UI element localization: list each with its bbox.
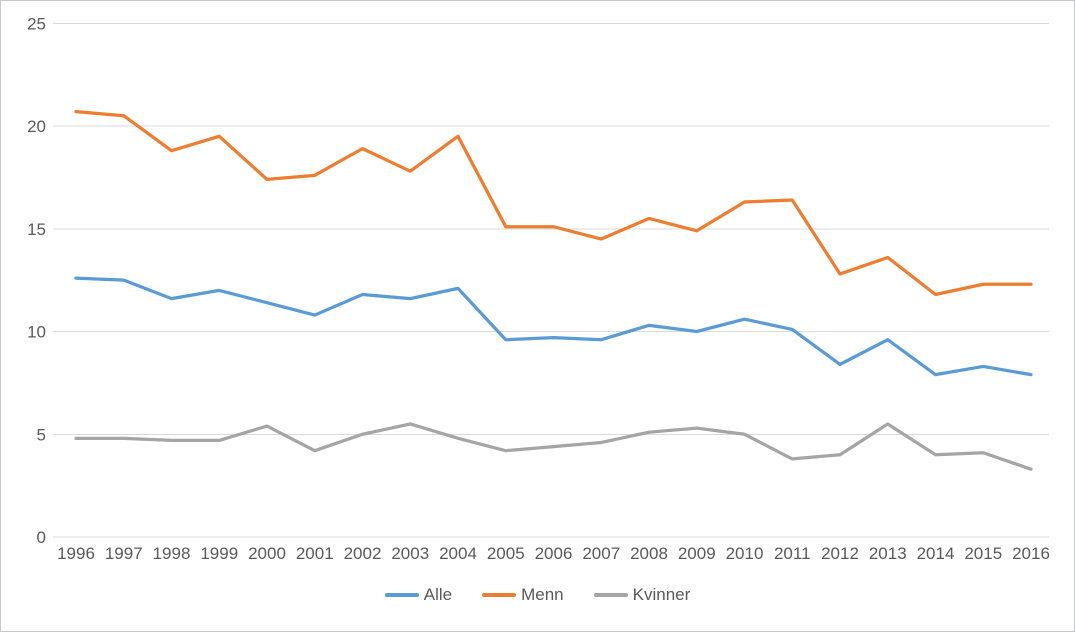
legend-item-alle: Alle (384, 585, 453, 604)
legend-item-menn: Menn (482, 586, 564, 603)
x-axis-label-2008: 2008 (630, 544, 668, 563)
x-axis-label-2007: 2007 (582, 544, 620, 563)
y-axis-tick-5: 5 (37, 425, 46, 444)
x-axis-label-2003: 2003 (391, 544, 429, 563)
y-axis-tick-20: 20 (27, 117, 46, 136)
x-axis-label-2012: 2012 (821, 544, 859, 563)
x-axis-label-1998: 1998 (153, 544, 191, 563)
x-axis-label-2010: 2010 (726, 544, 764, 563)
x-axis-label-2013: 2013 (869, 544, 907, 563)
x-axis-label-1996: 1996 (57, 544, 95, 563)
x-axis-label-2005: 2005 (487, 544, 525, 563)
y-axis-tick-25: 25 (27, 14, 46, 33)
x-axis-label-2004: 2004 (439, 544, 477, 563)
x-axis-label-1997: 1997 (105, 544, 143, 563)
legend-label-alle: Alle (423, 585, 453, 604)
y-axis-tick-0: 0 (37, 528, 46, 547)
chart-legend: Alle Menn Kvinner (1, 586, 1074, 603)
x-axis-label-2000: 2000 (248, 544, 286, 563)
legend-line-swatch-menn (482, 592, 517, 597)
legend-label-kvinner: Kvinner (632, 585, 691, 604)
legend-line-swatch-kvinner (593, 592, 628, 597)
x-axis-label-2016: 2016 (1012, 544, 1050, 563)
legend-line-swatch-alle (384, 592, 419, 597)
x-axis-label-2011: 2011 (774, 544, 811, 563)
series-line-alle (74, 276, 1033, 377)
x-axis-label-1999: 1999 (200, 544, 238, 563)
legend-item-kvinner: Kvinner (593, 585, 691, 604)
x-axis-label-2006: 2006 (535, 544, 573, 563)
x-axis-label-2009: 2009 (678, 544, 716, 563)
x-axis-label-2015: 2015 (964, 544, 1002, 563)
x-axis-label-2002: 2002 (344, 544, 382, 563)
legend-label-menn: Menn (521, 585, 564, 604)
series-line-kvinner (74, 422, 1033, 471)
x-axis-label-2001: 2001 (296, 544, 334, 563)
y-axis-tick-10: 10 (27, 323, 46, 342)
series-line-menn (74, 109, 1033, 297)
y-axis-tick-15: 15 (27, 220, 46, 239)
x-axis-label-2014: 2014 (917, 544, 955, 563)
